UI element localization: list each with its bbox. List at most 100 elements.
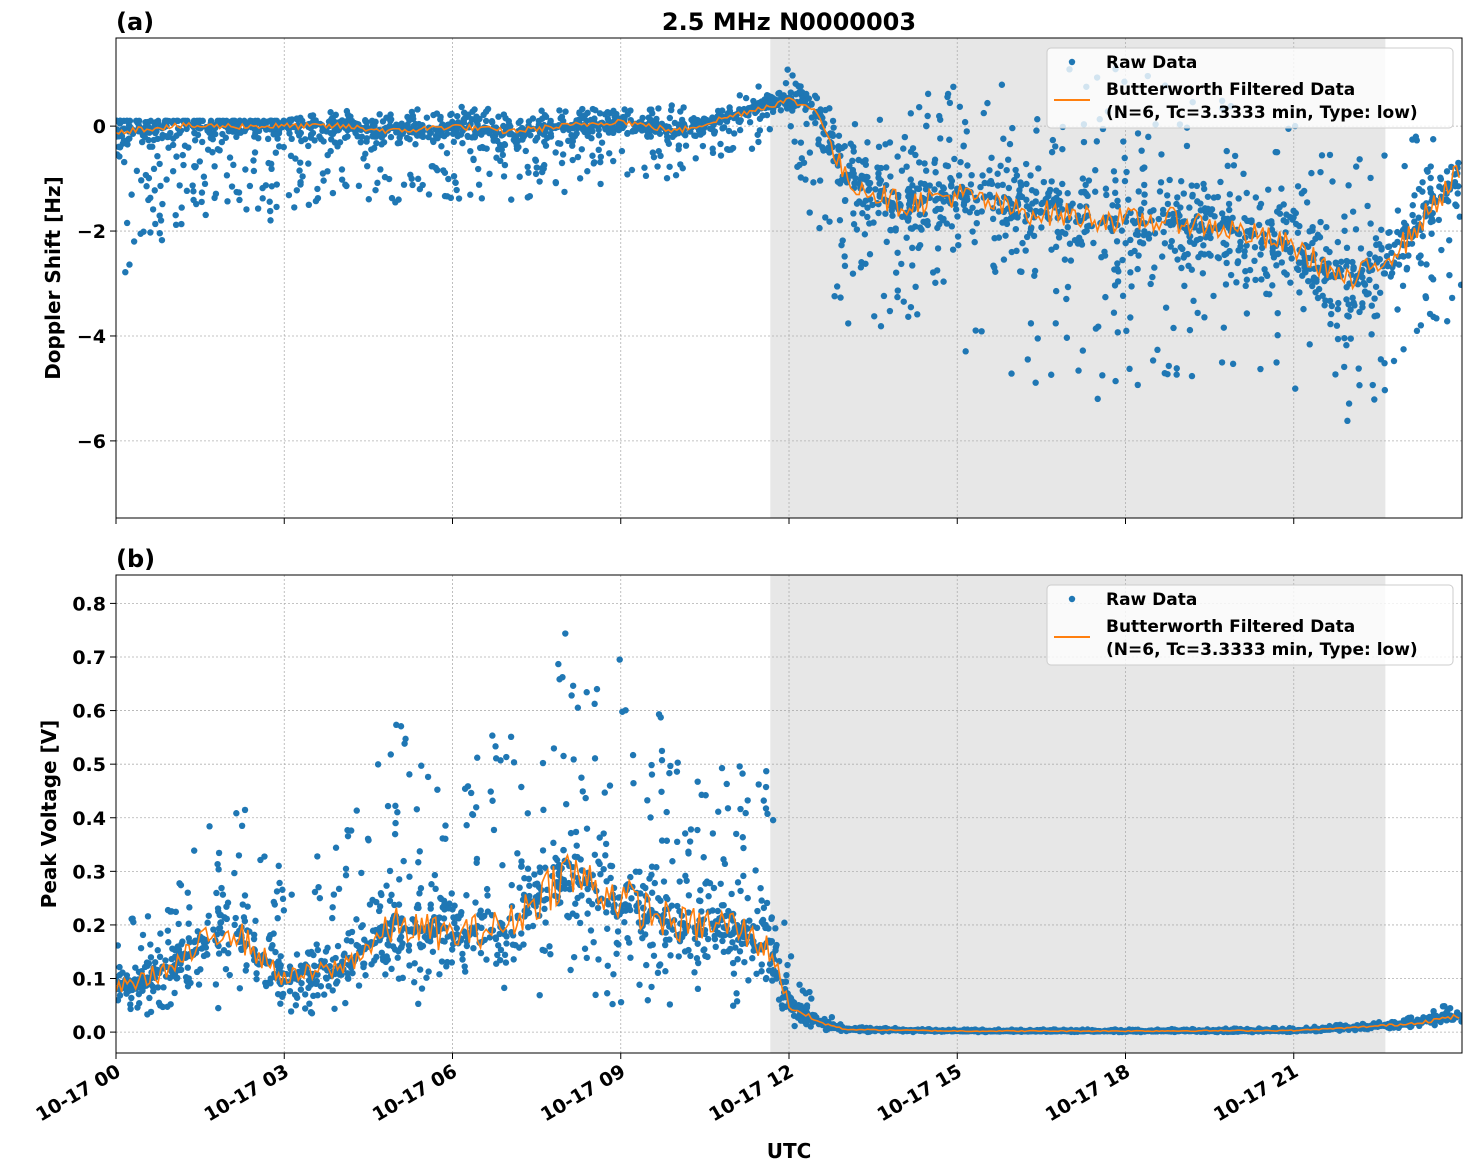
raw-data-point	[1400, 253, 1407, 260]
raw-data-point	[717, 880, 724, 887]
raw-data-point	[1059, 145, 1066, 153]
raw-data-point	[127, 1005, 134, 1013]
raw-data-point	[643, 127, 650, 134]
raw-data-point	[815, 140, 822, 148]
raw-data-point	[423, 974, 430, 981]
raw-data-point	[1214, 254, 1221, 261]
raw-data-point	[159, 1003, 167, 1011]
raw-data-point	[1114, 265, 1121, 272]
raw-data-point	[1252, 276, 1259, 284]
raw-data-point	[662, 936, 670, 944]
raw-data-point	[459, 950, 466, 958]
raw-data-point	[1127, 209, 1134, 217]
raw-data-point	[118, 132, 125, 139]
raw-data-point	[1305, 277, 1312, 285]
raw-data-point	[698, 791, 705, 799]
raw-data-point	[1193, 182, 1201, 190]
raw-data-point	[777, 107, 785, 114]
raw-data-point	[1298, 190, 1306, 197]
raw-data-point	[128, 191, 135, 198]
raw-data-point	[382, 971, 389, 978]
raw-data-point	[592, 991, 599, 999]
raw-data-point	[1154, 346, 1161, 354]
raw-data-point	[1048, 371, 1055, 378]
raw-data-point	[388, 965, 395, 973]
raw-data-point	[1265, 186, 1272, 193]
raw-data-point	[875, 209, 882, 217]
raw-data-point	[1030, 232, 1038, 240]
raw-data-point	[267, 980, 274, 987]
raw-data-point	[952, 206, 960, 213]
raw-data-point	[1341, 227, 1348, 234]
raw-data-point	[302, 991, 309, 998]
raw-data-point	[598, 139, 606, 146]
raw-data-point	[1226, 247, 1233, 255]
raw-data-point	[789, 72, 796, 79]
raw-data-point	[347, 827, 355, 834]
raw-data-point	[904, 187, 912, 195]
raw-data-point	[846, 162, 853, 169]
raw-data-point	[1387, 273, 1394, 280]
raw-data-point	[212, 130, 219, 138]
raw-data-point	[704, 953, 711, 961]
raw-data-point	[377, 166, 384, 173]
raw-data-point	[948, 182, 955, 189]
raw-data-point	[345, 930, 352, 937]
raw-data-point	[604, 108, 611, 116]
raw-data-point	[1067, 257, 1075, 264]
raw-data-point	[229, 117, 236, 125]
raw-data-point	[669, 133, 676, 141]
y-tick-label: 0.0	[72, 1022, 106, 1044]
raw-data-point	[1293, 265, 1301, 272]
raw-data-point	[719, 937, 726, 945]
raw-data-point	[219, 117, 226, 125]
raw-data-point	[1012, 166, 1019, 174]
raw-data-point	[984, 99, 991, 107]
raw-data-point	[1156, 188, 1164, 195]
raw-data-point	[1094, 395, 1101, 403]
raw-data-point	[800, 159, 808, 166]
raw-data-point	[532, 170, 540, 178]
raw-data-point	[639, 114, 646, 122]
raw-data-point	[168, 908, 175, 915]
raw-data-point	[827, 130, 834, 137]
raw-data-point	[561, 188, 568, 196]
raw-data-point	[1045, 190, 1052, 197]
raw-data-point	[745, 977, 752, 984]
raw-data-point	[483, 956, 490, 963]
raw-data-point	[268, 165, 275, 173]
raw-data-point	[279, 895, 287, 903]
raw-data-point	[1300, 305, 1307, 313]
raw-data-point	[589, 152, 596, 159]
raw-data-point	[1272, 148, 1279, 156]
raw-data-point	[1031, 267, 1039, 275]
raw-data-point	[1040, 178, 1048, 186]
raw-data-point	[720, 124, 728, 131]
raw-data-point	[934, 224, 941, 232]
raw-data-point	[754, 131, 761, 138]
raw-data-point	[892, 227, 899, 234]
raw-data-point	[1002, 232, 1009, 239]
raw-data-point	[536, 178, 543, 185]
raw-data-point	[386, 897, 394, 904]
raw-data-point	[563, 800, 570, 808]
raw-data-point	[121, 138, 128, 145]
raw-data-point	[215, 925, 223, 932]
raw-data-point	[1231, 152, 1239, 160]
raw-data-point	[875, 143, 883, 151]
raw-data-point	[679, 165, 686, 172]
raw-data-point	[279, 886, 286, 893]
raw-data-point	[214, 860, 221, 868]
raw-data-point	[595, 146, 602, 154]
raw-data-point	[492, 743, 499, 750]
raw-data-point	[760, 797, 767, 804]
raw-data-point	[1023, 233, 1031, 241]
raw-data-point	[602, 852, 609, 859]
raw-data-point	[156, 230, 163, 237]
raw-data-point	[477, 907, 484, 914]
raw-data-point	[1283, 239, 1291, 246]
raw-data-point	[729, 959, 737, 967]
raw-data-point	[1167, 221, 1174, 229]
raw-data-point	[1223, 147, 1230, 155]
raw-data-point	[251, 149, 259, 156]
